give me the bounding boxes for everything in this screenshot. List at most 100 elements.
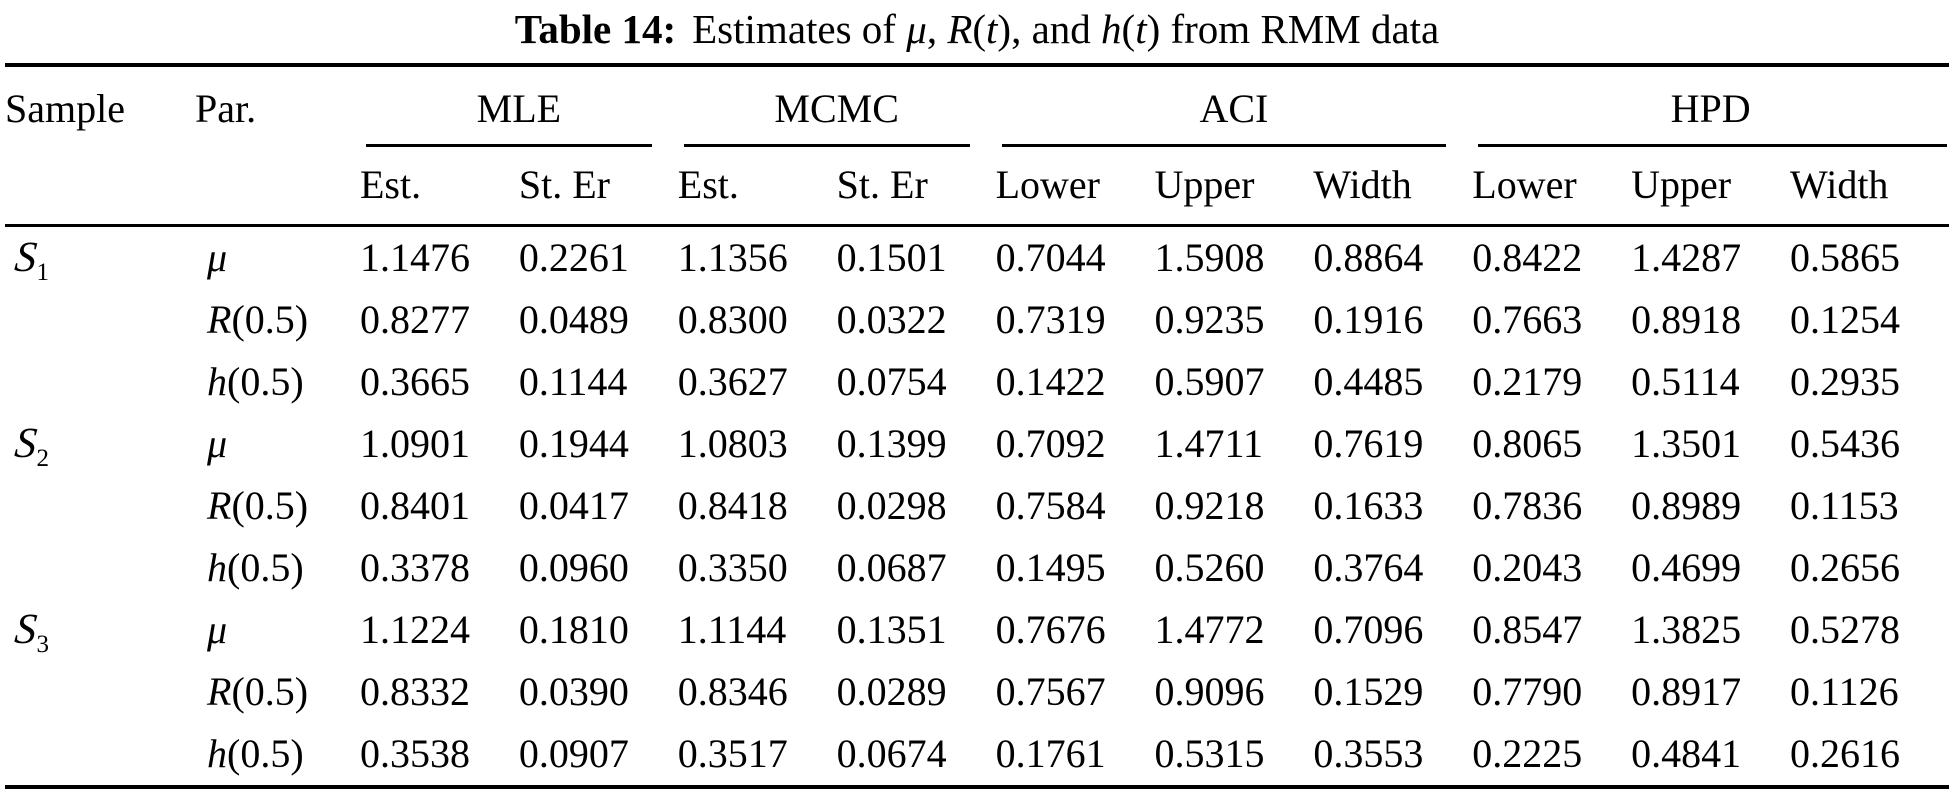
value-cell: 0.0390 <box>518 669 629 714</box>
value-cell: 0.4485 <box>1313 359 1424 404</box>
value-cell: 0.1144 <box>518 359 628 404</box>
value-cell: 0.1501 <box>836 235 947 280</box>
value-cell: 0.1351 <box>836 607 947 652</box>
table-row: S3 μ 1.1224 0.1810 1.1144 0.1351 0.7676 … <box>5 599 1949 661</box>
subheader-mcmc-ster: St. Er <box>836 147 996 227</box>
value-cell: 0.7567 <box>995 669 1106 714</box>
table-row: h(0.5) 0.3538 0.0907 0.3517 0.0674 0.176… <box>5 723 1949 787</box>
value-cell: 1.0901 <box>360 421 470 466</box>
value-cell: 1.1224 <box>360 607 470 652</box>
caption-text: Estimates of μ, R(t), and h(t) from RMM … <box>692 6 1440 52</box>
group-rule-row <box>5 144 1949 147</box>
value-cell: 0.5436 <box>1790 421 1901 466</box>
par-column-header: Par. <box>195 86 257 131</box>
value-cell: 0.1254 <box>1790 297 1901 342</box>
value-cell: 0.8547 <box>1472 607 1583 652</box>
value-cell: 0.8401 <box>360 483 470 528</box>
sample-cell <box>5 475 195 537</box>
par-cell: R(0.5) <box>207 669 309 714</box>
value-cell: 0.8918 <box>1631 297 1742 342</box>
value-cell: 0.7676 <box>995 607 1106 652</box>
table-row: S2 μ 1.0901 0.1944 1.0803 0.1399 0.7092 … <box>5 413 1949 475</box>
value-cell: 0.0687 <box>836 545 947 590</box>
value-cell: 0.3764 <box>1313 545 1424 590</box>
value-cell: 0.4699 <box>1631 545 1742 590</box>
value-cell: 0.1153 <box>1790 483 1899 528</box>
value-cell: 0.1810 <box>518 607 629 652</box>
value-cell: 0.1529 <box>1313 669 1424 714</box>
value-cell: 0.0298 <box>836 483 947 528</box>
subheader-aci-lower: Lower <box>995 147 1155 227</box>
value-cell: 0.8917 <box>1631 669 1742 714</box>
value-cell: 0.7044 <box>995 235 1106 280</box>
value-cell: 0.7584 <box>995 483 1106 528</box>
value-cell: 0.2043 <box>1472 545 1583 590</box>
value-cell: 0.8422 <box>1472 235 1583 280</box>
value-cell: 0.9096 <box>1154 669 1265 714</box>
par-cell: R(0.5) <box>207 297 309 342</box>
value-cell: 1.1476 <box>360 235 470 280</box>
table-row: R(0.5) 0.8277 0.0489 0.8300 0.0322 0.731… <box>5 289 1949 351</box>
table-caption: Table 14: Estimates of μ, R(t), and h(t) … <box>0 0 1954 53</box>
value-cell: 0.8300 <box>677 297 788 342</box>
subheader-aci-upper: Upper <box>1154 147 1314 227</box>
par-cell: μ <box>207 421 228 466</box>
value-cell: 0.7790 <box>1472 669 1583 714</box>
par-cell: h(0.5) <box>207 731 304 776</box>
value-cell: 0.7663 <box>1472 297 1583 342</box>
value-cell: 1.3501 <box>1631 421 1742 466</box>
sample-column-header: Sample <box>5 86 125 131</box>
value-cell: 0.5315 <box>1154 731 1265 776</box>
par-cell: μ <box>207 235 228 280</box>
subheader-mcmc-est: Est. <box>677 147 837 227</box>
table-row: S1 μ 1.1476 0.2261 1.1356 0.1501 0.7044 … <box>5 226 1949 290</box>
value-cell: 0.5907 <box>1154 359 1265 404</box>
subheader-mle-est: Est. <box>360 147 519 227</box>
value-cell: 1.5908 <box>1154 235 1265 280</box>
value-cell: 0.5278 <box>1790 607 1901 652</box>
subheader-hpd-upper: Upper <box>1631 147 1791 227</box>
value-cell: 0.7836 <box>1472 483 1583 528</box>
value-cell: 0.9235 <box>1154 297 1265 342</box>
par-cell: μ <box>207 607 228 652</box>
value-cell: 0.1126 <box>1790 669 1899 714</box>
group-header-row: Sample Par. MLE MCMC ACI HPD <box>5 65 1949 144</box>
table-row: h(0.5) 0.3378 0.0960 0.3350 0.0687 0.149… <box>5 537 1949 599</box>
value-cell: 1.3825 <box>1631 607 1742 652</box>
table-row: h(0.5) 0.3665 0.1144 0.3627 0.0754 0.142… <box>5 351 1949 413</box>
par-cell: R(0.5) <box>207 483 309 528</box>
value-cell: 0.1633 <box>1313 483 1424 528</box>
value-cell: 0.4841 <box>1631 731 1742 776</box>
value-cell: 0.8864 <box>1313 235 1424 280</box>
value-cell: 1.1144 <box>677 607 787 652</box>
value-cell: 0.1422 <box>995 359 1106 404</box>
value-cell: 0.3553 <box>1313 731 1424 776</box>
value-cell: 0.2225 <box>1472 731 1583 776</box>
estimates-table: Sample Par. MLE MCMC ACI HPD Est. St. Er… <box>5 63 1949 789</box>
subheader-hpd-width: Width <box>1790 147 1949 227</box>
value-cell: 0.1399 <box>836 421 947 466</box>
subheader-hpd-lower: Lower <box>1472 147 1632 227</box>
value-cell: 1.4287 <box>1631 235 1742 280</box>
aci-rule <box>1001 144 1447 147</box>
par-cell: h(0.5) <box>207 359 304 404</box>
value-cell: 0.3517 <box>677 731 788 776</box>
value-cell: 0.7096 <box>1313 607 1424 652</box>
caption-label: Table 14: <box>514 6 677 52</box>
sample-subscript: 1 <box>36 259 50 286</box>
value-cell: 0.3350 <box>677 545 788 590</box>
value-cell: 0.0489 <box>518 297 629 342</box>
value-cell: 0.8418 <box>677 483 788 528</box>
sub-header-row: Est. St. Er Est. St. Er Lower Upper Widt… <box>5 147 1949 227</box>
subheader-mle-ster: St. Er <box>518 147 678 227</box>
value-cell: 0.3538 <box>360 731 470 776</box>
group-header-hpd: HPD <box>1670 86 1751 131</box>
value-cell: 0.1916 <box>1313 297 1424 342</box>
sample-cell <box>5 723 195 787</box>
value-cell: 0.0960 <box>518 545 629 590</box>
value-cell: 0.2261 <box>518 235 629 280</box>
value-cell: 0.0289 <box>836 669 947 714</box>
value-cell: 0.8989 <box>1631 483 1742 528</box>
value-cell: 0.8065 <box>1472 421 1583 466</box>
